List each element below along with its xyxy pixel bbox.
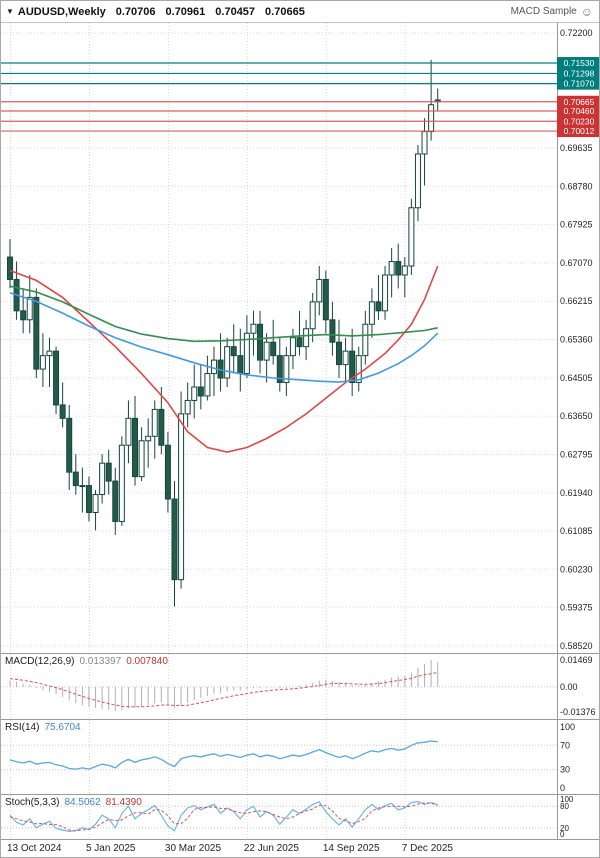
svg-text:0.58520: 0.58520 [560,641,593,651]
slow-ma [9,265,439,453]
indicator-name-label: MACD(12,26,9) [5,656,75,667]
indicator-name-label: RSI(14) [5,722,40,733]
svg-text:0.71298: 0.71298 [564,68,595,78]
svg-text:0.66215: 0.66215 [560,296,593,306]
macd-pane: 0.01469 0.00 -0.01376 MACD(12,26,9) 0.01339… [1,653,599,719]
chart-header: ▼ AUDUSD,Weekly 0.70706 0.70961 0.70457 … [1,1,599,23]
svg-text:30: 30 [560,765,570,775]
svg-text:0.70012: 0.70012 [564,126,595,136]
moving-averages-layer [9,265,439,453]
ea-name-label: MACD Sample [510,6,577,17]
rsi-line [9,740,438,770]
time-axis[interactable]: 13 Oct 2024 5 Jan 2025 30 Mar 2025 22 Jun 2… [1,839,599,857]
stoch-pane: 100 80 20 0 Stoch(5,3,3) 84.5062 81.4390 [1,794,599,839]
ea-smiley-icon: ☺ [580,4,593,19]
time-axis-label: 7 Dec 2025 [401,843,453,854]
svg-text:0.64505: 0.64505 [560,373,593,383]
price-pane: 0.72200 0.69635 0.68780 0.67925 0.67070 0.662… [1,23,599,653]
fast-ma [9,292,439,383]
svg-text:0.60230: 0.60230 [560,564,593,574]
svg-text:0.00: 0.00 [560,682,578,692]
svg-text:0.71070: 0.71070 [564,79,595,89]
svg-text:0.01469: 0.01469 [560,655,593,665]
svg-text:0: 0 [560,783,565,793]
svg-text:70: 70 [560,740,570,750]
svg-text:100: 100 [560,795,574,804]
macd-signal-value: 0.007840 [126,656,168,667]
macd-main-value: 0.013397 [79,656,122,667]
svg-text:0.67070: 0.67070 [560,258,593,268]
indicator-name-label: Stoch(5,3,3) [5,797,60,808]
svg-text:0.70665: 0.70665 [564,97,595,107]
symbol-period-label[interactable]: AUDUSD,Weekly [17,5,106,18]
candles-layer [7,59,441,607]
time-axis-label: 5 Jan 2025 [85,843,136,854]
macd-canvas[interactable]: 0.01469 0.00 -0.01376 [1,654,600,719]
svg-text:0.63650: 0.63650 [560,411,593,421]
svg-text:0.72200: 0.72200 [560,28,593,38]
svg-text:0.59375: 0.59375 [560,603,593,613]
price-chart-canvas[interactable]: 0.72200 0.69635 0.68780 0.67925 0.67070 0.662… [1,23,600,653]
stoch-signal-line [9,802,438,832]
svg-text:0.70230: 0.70230 [564,116,595,126]
macd-histogram-layer [9,659,439,711]
close-value: 0.70665 [265,5,305,18]
open-value: 0.70706 [115,5,156,18]
svg-text:100: 100 [560,722,575,732]
high-value: 0.70961 [165,5,206,18]
svg-text:0.65360: 0.65360 [560,335,593,345]
svg-text:0.67925: 0.67925 [560,220,593,230]
svg-text:0.68780: 0.68780 [560,181,593,191]
macd-label: MACD(12,26,9) 0.013397 0.007840 [5,656,168,667]
low-value: 0.70457 [215,5,256,18]
stoch-main-line [9,800,438,833]
svg-text:0.61085: 0.61085 [560,526,593,536]
time-axis-label: 14 Sep 2025 [322,843,380,854]
stoch-label: Stoch(5,3,3) 84.5062 81.4390 [5,797,142,808]
svg-text:0: 0 [560,830,565,839]
rsi-label: RSI(14) 75.6704 [5,722,81,733]
time-axis-label: 13 Oct 2024 [7,843,62,854]
expert-advisor-badge[interactable]: MACD Sample ☺ [511,6,593,18]
time-axis-label: 22 Jun 2025 [243,843,299,854]
time-axis-label: 30 Mar 2025 [164,843,222,854]
rsi-value: 75.6704 [44,722,81,733]
macd-signal-line [9,672,438,708]
rsi-canvas[interactable]: 100 70 30 0 [1,720,600,794]
horizontal-lines-layer [1,62,557,132]
svg-text:80: 80 [560,802,569,811]
svg-text:-0.01376: -0.01376 [560,707,596,717]
medium-ma [9,285,438,343]
svg-text:0.69635: 0.69635 [560,143,593,153]
svg-text:0.62795: 0.62795 [560,449,593,459]
svg-text:0.70460: 0.70460 [564,106,595,116]
rsi-pane: 100 70 30 0 RSI(14) 75.6704 [1,719,599,794]
stoch-signal-value: 81.4390 [105,797,142,808]
stoch-main-value: 84.5062 [64,797,101,808]
symbol-group: ▼ AUDUSD,Weekly 0.70706 0.70961 0.70457 … [6,6,305,18]
dropdown-arrow-icon[interactable]: ▼ [6,6,14,16]
svg-text:0.71530: 0.71530 [564,58,595,68]
svg-text:0.61940: 0.61940 [560,488,593,498]
svg-text:20: 20 [560,824,569,833]
